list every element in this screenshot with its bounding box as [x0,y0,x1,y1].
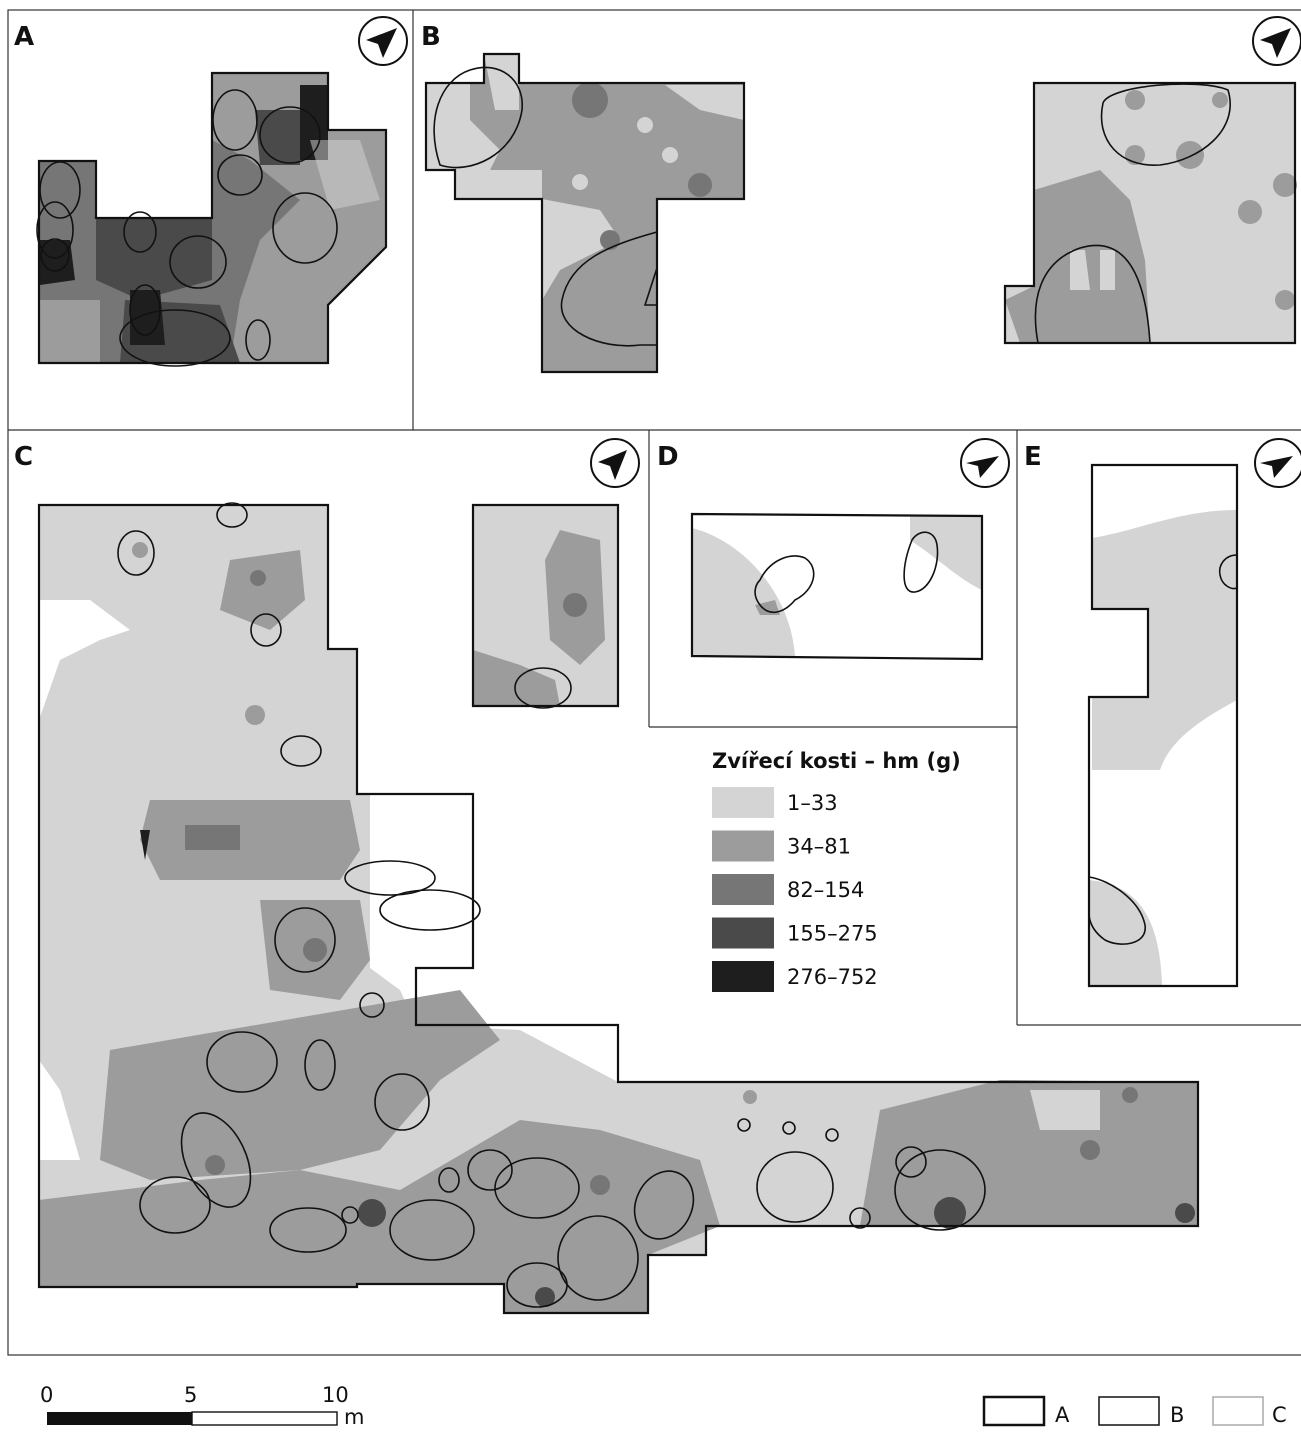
outline-label-b: B [1170,1403,1184,1427]
north-arrow-icon [1252,16,1301,66]
legend-swatch [712,961,774,992]
panel-a-map [36,16,408,367]
legend-swatch [712,830,774,862]
north-arrow-icon [590,438,640,488]
outline-swatch-b [1098,1396,1160,1426]
scale-bar-dark-segment [47,1412,192,1425]
legend-title: Zvířecí kosti – hm (g) [712,749,961,773]
panel-frames [7,9,1301,1356]
legend-swatch [712,874,774,905]
scale-unit: m [344,1405,364,1428]
outline-legend: A B C [982,1395,1287,1427]
panel-b-map [424,16,1301,374]
scale-bar: 0 5 10 m [40,1383,364,1429]
scale-tick-label: 10 [322,1383,349,1407]
outline-swatch-a [982,1395,1046,1427]
legend-label: 82–154 [787,878,864,902]
panel-d-map [690,438,1010,661]
panel-label-e: E [1024,442,1042,472]
panel-label-d: D [657,442,679,472]
north-arrow-icon [960,438,1010,488]
north-arrow-icon [1254,438,1301,488]
scale-tick-label: 5 [184,1383,197,1407]
panel-label-a: A [14,22,34,52]
scale-tick-label: 0 [40,1383,53,1407]
legend: Zvířecí kosti – hm (g) 1–33 34–81 82–154 15… [712,749,961,992]
legend-label: 276–752 [787,965,878,989]
outline-label-c: C [1272,1403,1287,1427]
panel-c-map [37,438,1200,1315]
panel-label-b: B [421,22,441,52]
north-arrow-icon [358,16,408,66]
legend-label: 155–275 [787,922,878,946]
legend-swatch [712,787,774,818]
outline-label-a: A [1055,1403,1070,1427]
legend-label: 34–81 [787,835,851,859]
legend-swatch [712,917,774,949]
scale-bar-light-segment [191,1411,338,1426]
panel-e-map [1087,438,1301,988]
outline-swatch-c [1212,1396,1264,1426]
legend-label: 1–33 [787,791,838,815]
panel-label-c: C [14,442,33,472]
